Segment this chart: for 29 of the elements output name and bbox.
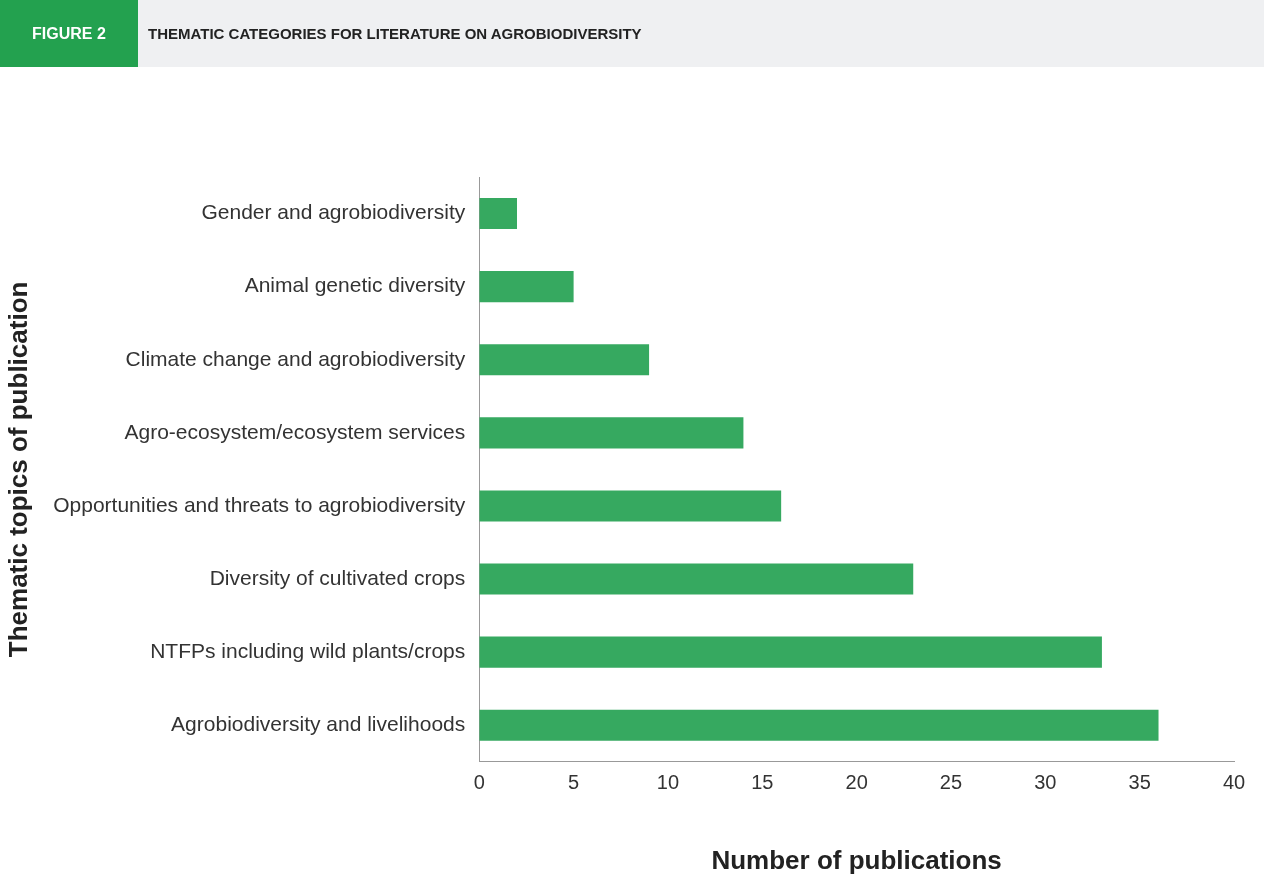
y-tick-label: Opportunities and threats to agrobiodiversity (53, 492, 466, 516)
x-tick-label: 5 (568, 771, 580, 794)
bar (479, 636, 1102, 668)
x-tick-label: 25 (939, 771, 963, 794)
bar (479, 344, 650, 376)
bar (479, 490, 782, 522)
x-axis-title: Number of publications (711, 844, 1002, 875)
x-tick-label: 30 (1034, 771, 1057, 794)
caption: FIGURE 2 (0, 0, 138, 67)
x-tick-label: 15 (751, 771, 774, 794)
y-tick-label: Agro-ecosystem/ecosystem services (124, 419, 466, 443)
y-tick-label: Agrobiodiversity and livelihoods (171, 712, 466, 736)
bar (479, 563, 914, 595)
x-tick-label: 20 (845, 771, 868, 794)
y-tick-label: Climate change and agrobiodiversity (125, 346, 466, 370)
chart-title: THEMATIC CATEGORIES FOR LITERATURE ON AGROBIODIVERSITY (148, 25, 642, 42)
x-tick-label: 0 (473, 771, 485, 794)
bar (479, 417, 744, 449)
bar (479, 709, 1159, 741)
y-tick-label: Diversity of cultivated crops (209, 565, 466, 589)
y-axis-title: Thematic topics of publication (2, 281, 33, 658)
bar (479, 198, 517, 230)
y-tick-label: Animal genetic diversity (244, 273, 466, 297)
x-tick-label: 35 (1128, 771, 1151, 794)
x-tick-label: 40 (1222, 771, 1246, 794)
y-tick-label: NTFPs including wild plants/crops (150, 638, 466, 662)
bar (479, 271, 574, 303)
y-tick-label: Gender and agrobiodiversity (201, 200, 466, 224)
x-tick-label: 10 (656, 771, 680, 794)
